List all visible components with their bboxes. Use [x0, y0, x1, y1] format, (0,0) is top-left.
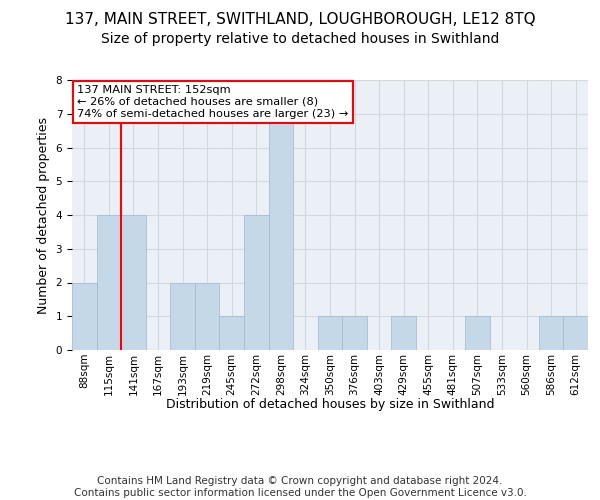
Bar	[465, 316, 490, 350]
Bar	[97, 215, 121, 350]
Bar	[244, 215, 269, 350]
Bar	[342, 316, 367, 350]
Bar	[563, 316, 588, 350]
Bar	[121, 215, 146, 350]
X-axis label: Distribution of detached houses by size in Swithland: Distribution of detached houses by size …	[166, 398, 494, 410]
Bar	[170, 282, 195, 350]
Bar	[195, 282, 220, 350]
Bar	[539, 316, 563, 350]
Text: 137, MAIN STREET, SWITHLAND, LOUGHBOROUGH, LE12 8TQ: 137, MAIN STREET, SWITHLAND, LOUGHBOROUG…	[65, 12, 535, 28]
Bar	[391, 316, 416, 350]
Y-axis label: Number of detached properties: Number of detached properties	[37, 116, 50, 314]
Text: Contains HM Land Registry data © Crown copyright and database right 2024.
Contai: Contains HM Land Registry data © Crown c…	[74, 476, 526, 498]
Text: 137 MAIN STREET: 152sqm
← 26% of detached houses are smaller (8)
74% of semi-det: 137 MAIN STREET: 152sqm ← 26% of detache…	[77, 86, 349, 118]
Bar	[72, 282, 97, 350]
Bar	[318, 316, 342, 350]
Bar	[269, 114, 293, 350]
Bar	[220, 316, 244, 350]
Text: Size of property relative to detached houses in Swithland: Size of property relative to detached ho…	[101, 32, 499, 46]
